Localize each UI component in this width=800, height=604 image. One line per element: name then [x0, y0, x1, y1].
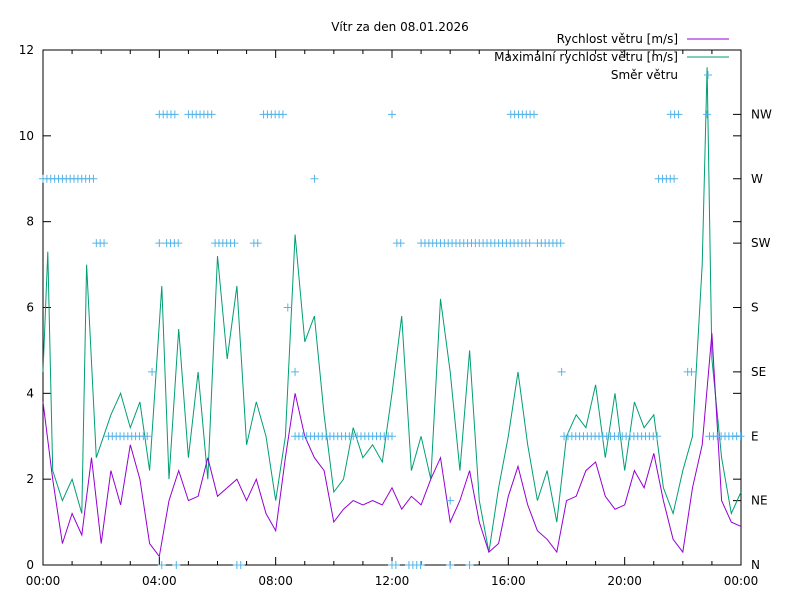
direction-point — [446, 561, 455, 569]
legend: Rychlost větru [m/s] Maximální rychlost … — [494, 32, 729, 82]
direction-point — [143, 432, 152, 441]
direction-point — [525, 239, 534, 248]
direction-point — [310, 174, 319, 183]
x-tick-label: 08:00 — [258, 574, 293, 588]
direction-point — [148, 367, 157, 376]
x-tick-label: 16:00 — [491, 574, 526, 588]
y2-tick-label: SE — [751, 365, 766, 379]
direction-point — [89, 174, 98, 183]
direction-point — [253, 239, 262, 248]
direction-point — [157, 561, 166, 569]
direction-point — [388, 432, 396, 441]
direction-point — [556, 239, 565, 248]
direction-point — [703, 110, 712, 119]
direction-point — [155, 239, 164, 248]
direction-point — [687, 367, 696, 376]
direction-point — [236, 561, 245, 569]
direction-point — [230, 239, 239, 248]
y-tick-label: 8 — [26, 215, 34, 229]
y2-tick-label: E — [751, 429, 759, 443]
y-tick-label: 6 — [26, 301, 34, 315]
direction-point — [100, 239, 109, 248]
legend-label-direction: Směr větru — [611, 68, 678, 82]
y-tick-label: 12 — [19, 43, 34, 57]
direction-point — [446, 496, 455, 505]
y-tick-label: 4 — [26, 386, 34, 400]
series-layer — [39, 67, 745, 569]
direction-point — [174, 239, 183, 248]
direction-point — [278, 110, 287, 119]
legend-swatch-direction — [704, 71, 712, 79]
direction-point — [557, 367, 566, 376]
y-tick-label: 10 — [19, 129, 34, 143]
legend-label-max-speed: Maximální rychlost větru [m/s] — [494, 50, 678, 64]
y-tick-label: 0 — [26, 558, 34, 572]
direction-point — [170, 110, 179, 119]
y-tick-label: 2 — [26, 472, 34, 486]
direction-point — [736, 432, 745, 441]
y2-tick-label: NW — [751, 107, 772, 121]
direction-point — [391, 561, 400, 569]
direction-point — [283, 303, 292, 312]
direction-point — [291, 367, 300, 376]
legend-label-speed: Rychlost větru [m/s] — [557, 32, 678, 46]
y2-tick-label: SW — [751, 236, 771, 250]
x-tick-label: 20:00 — [607, 574, 642, 588]
x-tick-label: 00:00 — [26, 574, 61, 588]
x-tick-label: 00:00 — [724, 574, 759, 588]
direction-point — [670, 174, 679, 183]
direction-point — [653, 432, 662, 441]
direction-point — [396, 239, 405, 248]
x-tick-label: 04:00 — [142, 574, 177, 588]
direction-point — [388, 110, 396, 119]
direction-point — [530, 110, 539, 119]
y2-tick-label: W — [751, 172, 763, 186]
y2-tick-label: S — [751, 301, 759, 315]
x-tick-label: 12:00 — [375, 574, 410, 588]
direction-point — [674, 110, 683, 119]
direction-point — [172, 561, 181, 569]
chart-title: Vítr za den 08.01.2026 — [331, 20, 469, 34]
series-line-max-speed — [42, 67, 742, 553]
series-line-speed — [42, 333, 742, 558]
y2-tick-label: NE — [751, 494, 768, 508]
direction-point — [465, 561, 474, 569]
y2-tick-label: N — [751, 558, 760, 572]
direction-point — [416, 561, 425, 569]
axes: 0 2 4 6 8 10 12 N NE E SE S SW W NW 00:00 04:00 08:00 12:0… — [19, 43, 772, 588]
direction-point — [207, 110, 216, 119]
